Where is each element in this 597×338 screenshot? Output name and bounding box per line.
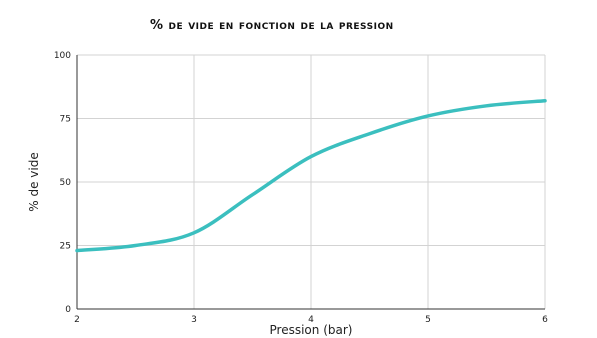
y-tick-label-0: 0 xyxy=(65,305,71,315)
y-tick-label-50: 50 xyxy=(60,178,72,188)
y-tick-label-75: 75 xyxy=(60,115,71,125)
tick-labels: 0 25 50 75 100 2 3 4 5 6 xyxy=(54,51,548,325)
series-line-0 xyxy=(75,98,547,253)
x-tick-label-6: 6 xyxy=(542,315,548,325)
x-axis-label: Pression (bar) xyxy=(270,323,353,337)
axes xyxy=(76,55,545,310)
x-tick-label-4: 4 xyxy=(308,315,314,325)
x-tick-label-2: 2 xyxy=(74,315,80,325)
plot-area xyxy=(75,98,547,253)
chart-title: % de vide en fonction de la pression xyxy=(150,18,394,33)
y-tick-label-100: 100 xyxy=(54,51,71,61)
x-tick-label-5: 5 xyxy=(425,315,431,325)
grid xyxy=(77,54,546,309)
y-tick-label-25: 25 xyxy=(60,242,71,252)
y-axis-label: % de vide xyxy=(27,152,41,211)
x-tick-label-3: 3 xyxy=(191,315,197,325)
